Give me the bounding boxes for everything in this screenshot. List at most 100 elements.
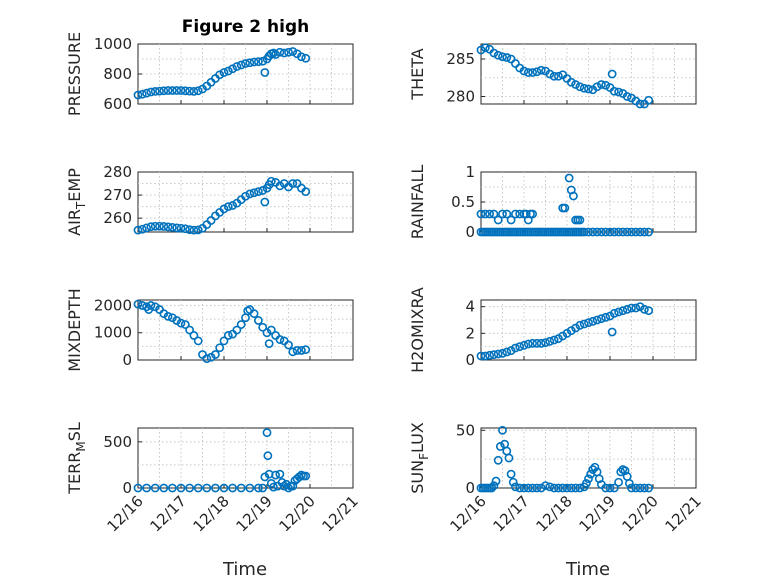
data-point <box>558 331 568 341</box>
data-point <box>493 50 503 60</box>
data-point <box>506 215 516 225</box>
data-point <box>146 301 156 310</box>
data-point <box>644 95 654 105</box>
y-tick-label: 280 <box>446 88 475 106</box>
data-point <box>228 483 237 493</box>
data-point <box>597 227 606 237</box>
data-point <box>137 89 147 99</box>
x-tick-label: 12/19 <box>233 492 276 535</box>
data-point <box>480 43 490 53</box>
data-point <box>592 227 602 237</box>
data-point <box>605 311 615 321</box>
y-tick-label: 285 <box>446 50 475 68</box>
data-point <box>288 47 298 56</box>
x-tick-label: 12/19 <box>576 492 619 535</box>
data-point <box>180 224 190 234</box>
data-point <box>614 227 623 237</box>
data-point <box>142 88 151 98</box>
data-point <box>292 179 302 188</box>
data-point <box>245 483 255 493</box>
data-point <box>562 328 572 338</box>
data-point <box>584 84 593 94</box>
data-point <box>232 62 242 71</box>
data-point <box>635 483 645 493</box>
data-point <box>618 227 628 237</box>
data-point <box>640 304 649 314</box>
data-point <box>609 86 619 96</box>
data-point <box>609 308 619 318</box>
y-tick-label: 260 <box>103 209 132 227</box>
data-point <box>137 224 147 234</box>
data-point <box>185 86 194 96</box>
series-markers <box>133 176 311 235</box>
plot-area <box>137 427 354 489</box>
data-point <box>476 351 486 361</box>
x-tick-label: 12/18 <box>533 492 576 535</box>
y-axis-label: THETA <box>408 48 427 100</box>
data-point <box>159 483 169 493</box>
data-point <box>579 227 589 237</box>
data-point <box>528 483 537 493</box>
data-point <box>155 86 164 96</box>
data-point <box>215 70 225 80</box>
data-point <box>271 50 280 59</box>
data-point <box>172 223 182 233</box>
data-point <box>515 342 525 352</box>
subplot-pressure: 600 800 1000 PRESSURE Figure 2 high <box>65 17 354 116</box>
y-axis: 0 50 <box>456 421 485 497</box>
data-point <box>263 451 273 461</box>
y-tick-label: 270 <box>103 186 132 204</box>
data-point <box>480 351 490 361</box>
data-point <box>480 209 490 219</box>
data-point <box>491 476 501 486</box>
x-axis <box>137 356 354 360</box>
y-axis: 260 270 280 <box>103 163 142 227</box>
data-point <box>644 483 654 493</box>
data-point <box>163 86 173 95</box>
data-point <box>635 99 645 109</box>
x-tick-label: 12/20 <box>619 492 662 535</box>
data-point <box>588 316 598 326</box>
data-point <box>506 346 516 356</box>
data-point <box>579 83 589 93</box>
data-point <box>284 340 293 350</box>
data-point <box>549 335 559 345</box>
data-point <box>511 343 520 353</box>
data-point <box>275 469 285 479</box>
data-point <box>536 483 546 493</box>
data-point <box>258 186 268 195</box>
data-point <box>601 483 611 493</box>
data-point <box>189 331 199 340</box>
data-point <box>545 336 555 346</box>
y-axis: 0 1000 2000 <box>94 296 142 369</box>
data-point <box>627 483 636 493</box>
data-point <box>253 57 263 67</box>
data-point <box>644 306 654 316</box>
x-tick-label: 12/16 <box>447 492 490 535</box>
data-point <box>258 483 268 493</box>
y-tick-label: 1000 <box>94 324 132 342</box>
data-point <box>193 225 203 235</box>
data-point <box>566 326 576 336</box>
data-point <box>262 428 272 438</box>
data-point <box>258 56 268 66</box>
data-point <box>644 227 654 237</box>
data-point <box>176 223 186 233</box>
data-point <box>502 347 512 357</box>
data-point <box>185 225 194 235</box>
data-point <box>241 191 250 201</box>
data-point <box>146 222 156 232</box>
data-point <box>133 483 143 493</box>
data-point <box>616 467 626 477</box>
data-point <box>571 323 580 333</box>
data-point <box>609 227 619 237</box>
data-point <box>258 322 268 332</box>
data-point <box>292 346 302 355</box>
y-tick-label: 0 <box>122 479 132 497</box>
data-point <box>284 47 293 57</box>
y-axis: 280 285 <box>446 50 485 106</box>
data-point <box>223 331 233 340</box>
data-point <box>511 482 520 492</box>
